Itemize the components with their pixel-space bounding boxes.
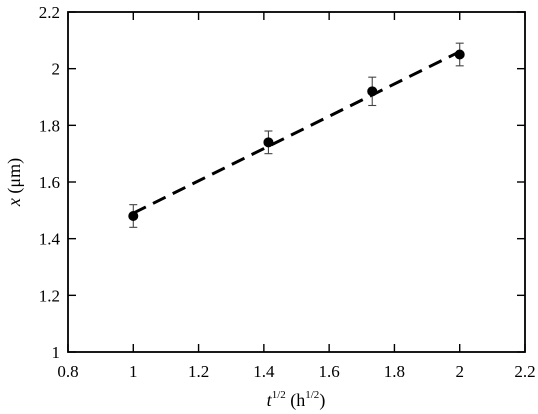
x-tick-label: 1.8 <box>384 362 405 381</box>
x-tick-label: 1.2 <box>188 362 209 381</box>
data-point <box>263 137 274 148</box>
x-axis-unit-close: ) <box>319 390 325 411</box>
y-tick-label: 1 <box>52 343 61 362</box>
plot-frame <box>67 11 526 353</box>
x-axis-symbol: t <box>267 390 273 410</box>
x-axis-title: t1/2 (h1/2) <box>267 389 326 411</box>
x-axis-symbol-exponent: 1/2 <box>272 389 286 401</box>
x-tick-label: 1.4 <box>253 362 275 381</box>
x-tick-label: 0.8 <box>57 362 78 381</box>
error-bars <box>129 42 464 228</box>
data-point <box>367 86 378 97</box>
y-tick-label: 2 <box>52 60 61 79</box>
data-point <box>128 211 139 221</box>
tick-marks <box>67 11 526 353</box>
y-axis-symbol: x <box>4 198 24 207</box>
x-tick-label: 2.2 <box>514 362 535 381</box>
fit-layer <box>132 50 461 215</box>
data-point <box>454 49 465 60</box>
x-tick-label: 2 <box>455 362 464 381</box>
data-points <box>128 49 465 221</box>
x-tick-label: 1.6 <box>319 362 340 381</box>
x-axis-unit-open: (h <box>286 390 306 411</box>
x-tick-labels: 0.8 1 1.2 1.4 1.6 1.8 2 2.2 <box>57 362 535 381</box>
fit-line <box>132 50 461 215</box>
y-tick-label: 1.2 <box>39 286 60 305</box>
y-axis-unit: (μm) <box>4 158 25 198</box>
y-tick-label: 1.8 <box>39 116 60 135</box>
y-axis-title: x (μm) <box>4 158 25 207</box>
x-tick-label: 1 <box>129 362 138 381</box>
y-tick-label: 2.2 <box>39 3 60 22</box>
y-tick-label: 1.4 <box>39 230 61 249</box>
y-tick-labels: 1 1.2 1.4 1.6 1.8 2 2.2 <box>39 3 61 362</box>
x-axis-unit-exponent: 1/2 <box>305 389 319 401</box>
y-tick-label: 1.6 <box>39 173 60 192</box>
